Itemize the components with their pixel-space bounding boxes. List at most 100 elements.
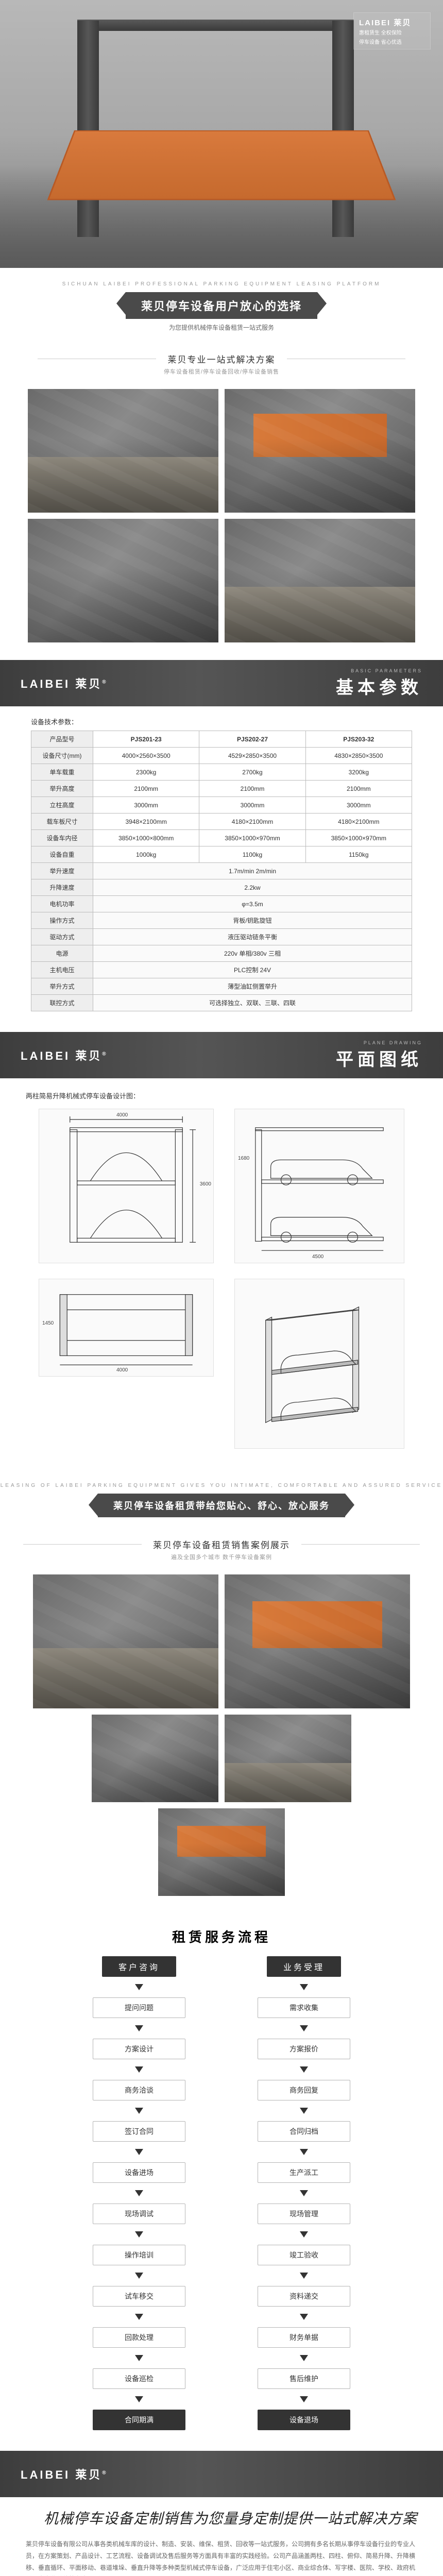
flow-arrow-icon (135, 2190, 143, 2196)
hero-platform (47, 130, 396, 200)
flow-arrow-icon (300, 2066, 308, 2073)
spec-row-label: 载车板尺寸 (31, 814, 93, 830)
flow-step: 需求收集 (258, 1997, 350, 2018)
flow-step: 合同归档 (258, 2121, 350, 2142)
hero-beam (77, 20, 354, 31)
flow-arrow-icon (300, 2355, 308, 2361)
flow-step: 资料递交 (258, 2286, 350, 2307)
flow-arrow-icon (300, 2149, 308, 2155)
callig1-sub: LEASING OF LAIBEI PARKING EQUIPMENT GIVE… (0, 1483, 443, 1488)
dim-height: 3600 (200, 1181, 211, 1187)
callig1: 莱贝停车设备租赁带给您贴心、舒心、放心服务 (98, 1494, 345, 1517)
badge-tag1: 惠租赁生 全权保险 (359, 30, 425, 37)
callig2: 机械停车设备定制销售为您量身定制提供一站式解决方案 (26, 2507, 417, 2528)
flow-title: 租赁服务流程 (0, 1913, 443, 1956)
flow-step: 方案设计 (93, 2039, 185, 2059)
spec-cell: 2100mm (199, 781, 305, 797)
spec-cell: 3850×1000×800mm (93, 830, 199, 846)
banner-deco-right (317, 292, 327, 315)
spec-cell: 1100kg (199, 846, 305, 863)
blueprint-top: 4000 1450 (39, 1279, 214, 1377)
spec-cell: 3850×1000×970mm (305, 830, 412, 846)
flow-arrow-icon (135, 2314, 143, 2320)
flow-arrow-icon (135, 2149, 143, 2155)
spec-row-label: 举升速度 (31, 863, 93, 879)
dim-cab-h: 1680 (238, 1156, 249, 1161)
spec-cell: 220v 单相/380v 三相 (93, 945, 412, 962)
badge-tag2: 停车设备 省心优选 (359, 39, 425, 46)
spec-cell: 1.7m/min 2m/min (93, 863, 412, 879)
spec-cell: 4529×2850×3500 (199, 748, 305, 764)
spec-cell: 3948×2100mm (93, 814, 199, 830)
spec-row-label: 举升高度 (31, 781, 93, 797)
image-grid-2 (0, 1570, 443, 1913)
case-photo (28, 389, 218, 513)
hero-image: LAIBEI 莱贝 惠租赁生 全权保险 停车设备 省心优选 (0, 0, 443, 268)
spec-row-label: 举升方式 (31, 978, 93, 995)
spec-row-label: 设备车内径 (31, 830, 93, 846)
spec-cell: PJS201-23 (93, 731, 199, 748)
case-photo (225, 519, 415, 642)
flow-step: 回款处理 (93, 2327, 185, 2348)
spec-cell: 2.2kw (93, 879, 412, 896)
banner-sub: 为您提供机械停车设备租赁一站式服务 (0, 323, 443, 332)
flow-arrow-icon (135, 2355, 143, 2361)
blueprint-side: 4500 1680 (234, 1109, 404, 1263)
spec-row-label: 设备自重 (31, 846, 93, 863)
spec-cell: 2300kg (93, 764, 199, 781)
spec-cell: 4180×2100mm (199, 814, 305, 830)
flow-step: 合同期满 (93, 2410, 185, 2430)
spec-row-label: 电机功率 (31, 896, 93, 912)
section-bar-3: LAIBEI 莱贝® (0, 2451, 443, 2497)
case-photo (33, 1574, 218, 1708)
flow-step: 竣工验收 (258, 2245, 350, 2265)
spec-cell: 薄型油缸侧置举升 (93, 978, 412, 995)
callig2-para: 莱贝停车设备有限公司从事各类机械车库的设计、制造、安装、维保、租赁、回收等一站式… (0, 2532, 443, 2576)
brand-r: ® (102, 680, 108, 685)
flow-arrow-icon (300, 2273, 308, 2279)
blueprint-front: 4000 3600 (39, 1109, 214, 1263)
flow-step: 设备退场 (258, 2410, 350, 2430)
flow-arrow-icon (135, 1984, 143, 1990)
sec1-main: 莱贝专业一站式解决方案 (159, 352, 285, 365)
bar1-title: 基本参数 (336, 673, 422, 699)
banner-main: 莱贝停车设备用户放心的选择 (126, 292, 317, 319)
flow-arrow-icon (135, 2273, 143, 2279)
flow-step: 操作培训 (93, 2245, 185, 2265)
spec-cell: 2100mm (93, 781, 199, 797)
spec-row-label: 产品型号 (31, 731, 93, 748)
flow-arrow-icon (300, 2314, 308, 2320)
section-bar-spec: LAIBEI 莱贝® BASIC PARAMETERS 基本参数 (0, 660, 443, 706)
flow-arrow-icon (135, 2025, 143, 2031)
spec-row-label: 联控方式 (31, 995, 93, 1011)
spec-table: 产品型号PJS201-23PJS202-27PJS203-32设备尺寸(mm)4… (31, 731, 412, 1011)
badge-brand: LAIBEI (359, 19, 390, 27)
dim-top-w: 4000 (116, 1367, 128, 1373)
spec-row-label: 设备尺寸(mm) (31, 748, 93, 764)
flow-arrow-icon (135, 2066, 143, 2073)
bar2-sub: PLANE DRAWING (336, 1040, 422, 1045)
spec-row-label: 电源 (31, 945, 93, 962)
flow-step: 设备进场 (93, 2162, 185, 2183)
spec-cell: 3000mm (305, 797, 412, 814)
brand-text: LAIBEI 莱贝 (21, 2468, 102, 2481)
flow-head-right: 业务受理 (267, 1956, 341, 1977)
flow-step: 现场调试 (93, 2204, 185, 2224)
flow-arrow-icon (135, 2108, 143, 2114)
spec-cell: 1150kg (305, 846, 412, 863)
bar2-title: 平面图纸 (336, 1045, 422, 1071)
brand-text: LAIBEI 莱贝 (21, 1049, 102, 1062)
spec-cell: PJS202-27 (199, 731, 305, 748)
flow-arrow-icon (135, 2396, 143, 2402)
badge-brand-cn: 莱贝 (394, 19, 411, 27)
spec-cell: 3200kg (305, 764, 412, 781)
bar1-sub: BASIC PARAMETERS (336, 668, 422, 673)
spec-cell: 4000×2560×3500 (93, 748, 199, 764)
flow-step: 售后维护 (258, 2368, 350, 2389)
flow-step: 方案报价 (258, 2039, 350, 2059)
flow-step: 提问问题 (93, 1997, 185, 2018)
spec-note: 设备技术参数： (0, 706, 443, 731)
spec-cell: 3850×1000×970mm (199, 830, 305, 846)
brand-r: ® (102, 1052, 108, 1057)
case-photo (28, 519, 218, 642)
